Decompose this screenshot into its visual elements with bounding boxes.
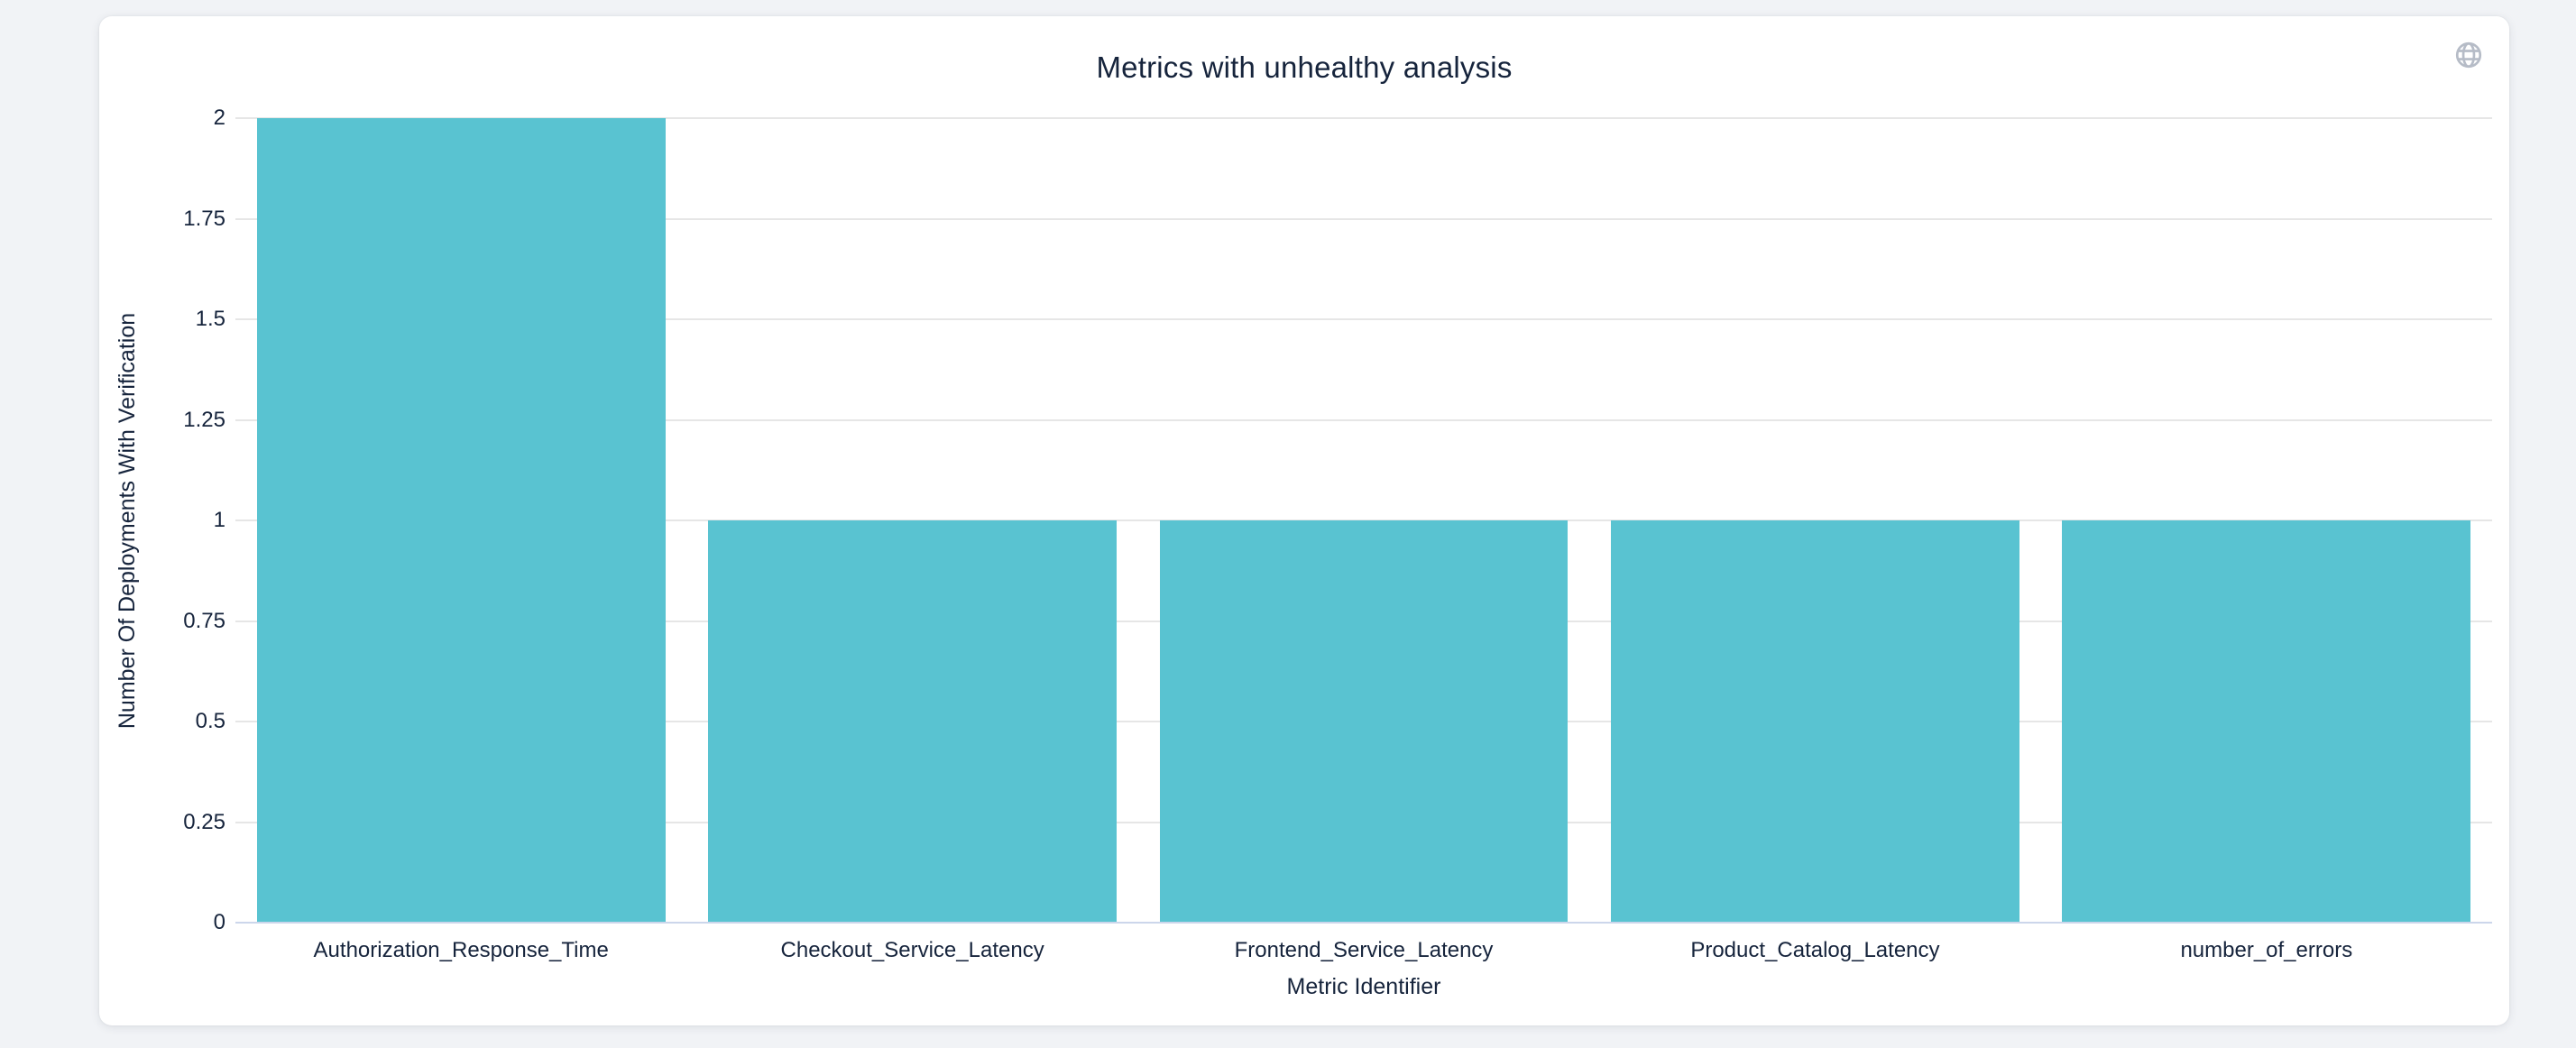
gridline	[235, 117, 2492, 119]
plot-area	[235, 117, 2492, 924]
y-axis-tick-label: 0.25	[183, 809, 225, 834]
y-axis-tick-label: 1.25	[183, 407, 225, 432]
x-axis-label: Product_Catalog_Latency	[1690, 938, 1940, 962]
globe-icon[interactable]	[2453, 40, 2484, 70]
bar-band	[235, 118, 686, 923]
gridline	[235, 217, 2492, 220]
bar-number_of_errors[interactable]	[2062, 520, 2471, 923]
bar-band	[2041, 118, 2492, 923]
bar-series	[235, 118, 2492, 923]
bar-Product_Catalog_Latency[interactable]	[1610, 520, 2019, 923]
x-axis-title: Metric Identifier	[1286, 974, 1441, 999]
y-axis-tick-label: 2	[213, 106, 225, 130]
y-axis-tick-label: 0.75	[183, 608, 225, 633]
bar-band	[1589, 118, 2040, 923]
x-axis-label: number_of_errors	[2180, 938, 2353, 962]
gridline	[235, 318, 2492, 320]
y-axis-tick-label: 0.5	[195, 709, 225, 733]
x-axis-labels: Authorization_Response_Time Checkout_Serv…	[235, 938, 2492, 963]
chart-title: Metrics with unhealthy analysis	[1096, 51, 1513, 84]
bar-Frontend_Service_Latency[interactable]	[1159, 520, 1569, 923]
bar-Authorization_Response_Time[interactable]	[256, 118, 666, 923]
bar-Checkout_Service_Latency[interactable]	[708, 520, 1118, 923]
y-axis-tick-label: 1	[213, 508, 225, 532]
y-axis-tick-labels: 0 0.25 0.5 0.75 1 1.25 1.5 1.75 2	[99, 106, 225, 934]
y-axis-tick-label: 1.75	[183, 206, 225, 231]
bar-band	[686, 118, 1137, 923]
bar-band	[1138, 118, 1589, 923]
y-axis-tick-label: 0	[213, 910, 225, 934]
x-axis-line	[235, 922, 2492, 924]
x-axis-label: Frontend_Service_Latency	[1234, 938, 1494, 962]
x-axis-label: Checkout_Service_Latency	[780, 938, 1044, 962]
y-axis-tick-label: 1.5	[195, 307, 225, 331]
gridline	[235, 418, 2492, 421]
chart-card: Metrics with unhealthy analysis Number O…	[99, 16, 2509, 1025]
x-axis-label: Authorization_Response_Time	[313, 938, 609, 962]
